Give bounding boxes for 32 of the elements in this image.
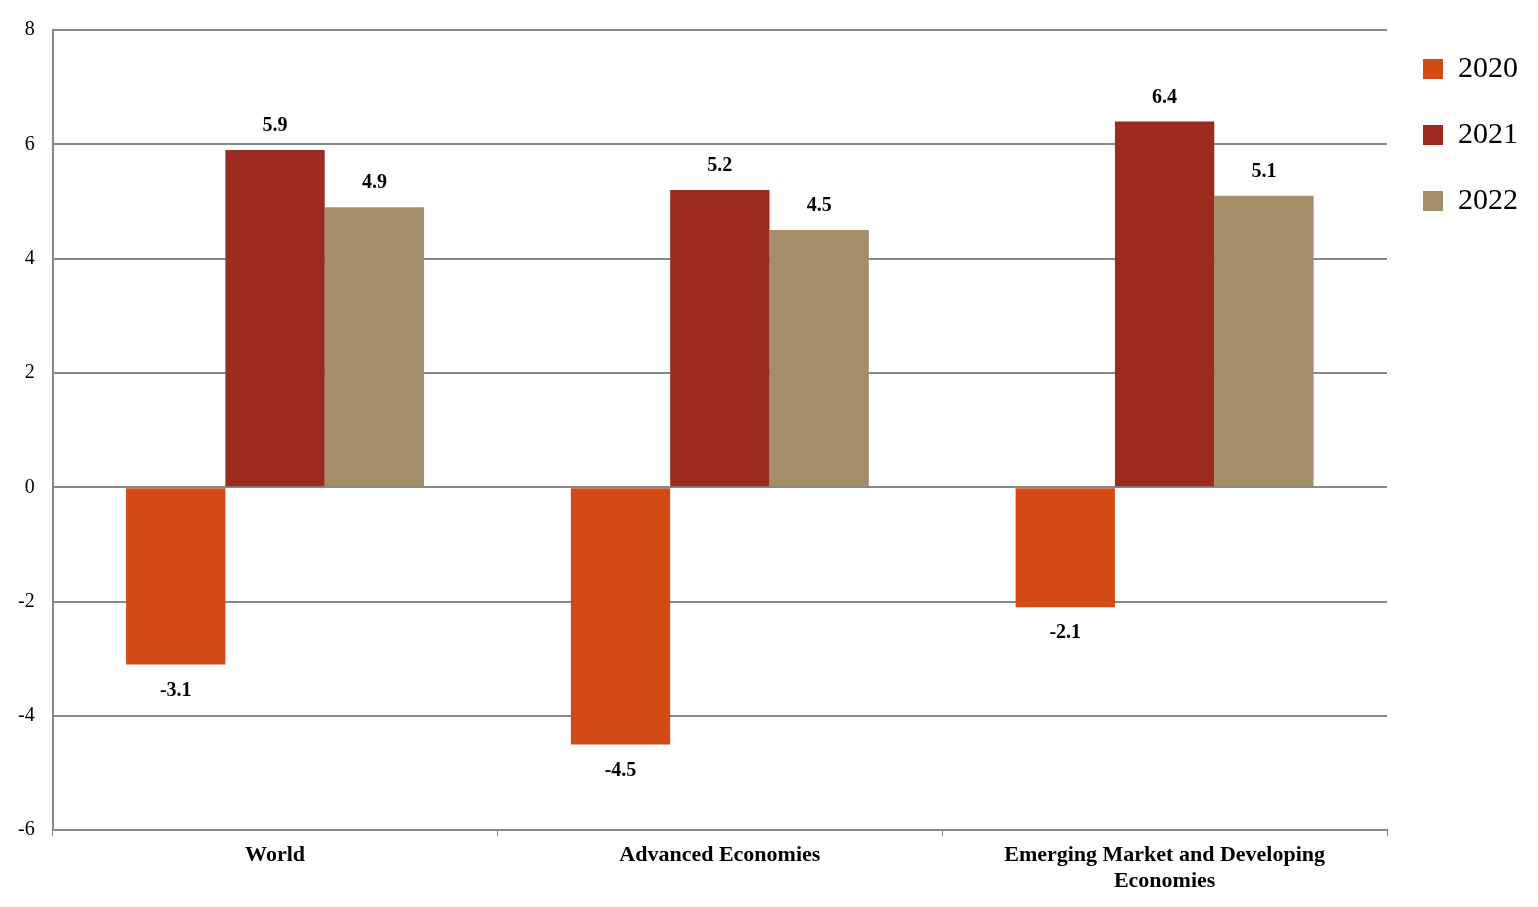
data-label: 5.1: [1251, 158, 1277, 181]
y-tick-label: -4: [17, 703, 35, 726]
y-tick-label: -2: [17, 588, 35, 611]
y-tick-label: -6: [17, 817, 35, 840]
bar: [1214, 195, 1314, 487]
y-tick-label: 8: [24, 17, 35, 40]
data-label: -3.1: [159, 677, 192, 700]
data-label: 4.9: [361, 170, 387, 193]
bar: [324, 207, 425, 487]
x-tick-label: Advanced Economies: [619, 841, 821, 867]
x-tick-label: Emerging Market and Developing Economies: [1004, 841, 1326, 893]
bar: [570, 488, 671, 745]
legend-label: 2022: [1458, 181, 1518, 215]
bar: [225, 150, 325, 487]
legend-label: 2020: [1458, 49, 1518, 83]
data-label: 5.2: [707, 153, 733, 176]
bar: [126, 488, 226, 665]
data-label: -4.5: [604, 757, 637, 780]
y-tick-label: 0: [24, 474, 35, 497]
bar: [670, 190, 770, 487]
data-label: -2.1: [1049, 620, 1082, 643]
data-label: 5.9: [262, 113, 288, 136]
y-tick-label: 2: [24, 360, 35, 383]
x-tick-label: World: [245, 841, 305, 867]
bar: [1114, 121, 1215, 487]
data-label: 4.5: [806, 193, 832, 216]
bar: [769, 230, 869, 487]
legend-label: 2021: [1458, 115, 1518, 149]
y-tick-label: 4: [24, 245, 35, 268]
bar: [1015, 488, 1115, 608]
data-label: 6.4: [1152, 84, 1178, 107]
y-tick-label: 6: [24, 131, 35, 154]
